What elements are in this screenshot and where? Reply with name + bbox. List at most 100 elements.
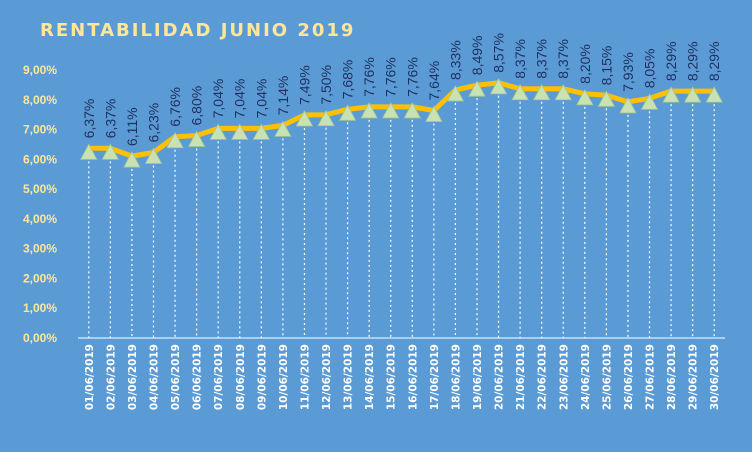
data-point-marker <box>576 88 594 106</box>
data-point-marker <box>425 105 443 122</box>
data-label: 7,14% <box>275 76 291 116</box>
data-point-marker <box>123 151 141 168</box>
data-point-marker <box>597 90 616 107</box>
x-tick-label: 29/06/2019 <box>688 344 700 410</box>
x-tick-label: 24/06/2019 <box>580 344 592 410</box>
data-point-marker <box>403 102 421 119</box>
data-point-marker <box>489 77 508 95</box>
x-tick-label: 08/06/2019 <box>235 344 247 410</box>
x-tick-label: 26/06/2019 <box>623 344 635 410</box>
data-label: 6,76% <box>167 87 183 127</box>
x-tick-label: 19/06/2019 <box>472 344 484 410</box>
drop-lines <box>88 90 715 338</box>
data-point-marker <box>101 143 120 160</box>
y-tick-label: 5,00% <box>23 182 57 196</box>
x-tick-label: 30/06/2019 <box>709 344 721 410</box>
data-label: 7,68% <box>340 60 356 100</box>
data-point-marker <box>468 80 486 97</box>
y-tick-label: 8,00% <box>23 93 57 107</box>
data-label: 8,29% <box>663 41 679 81</box>
data-label: 7,50% <box>318 65 334 105</box>
data-label: 7,76% <box>383 57 399 97</box>
y-tick-label: 9,00% <box>23 63 57 77</box>
y-tick-label: 7,00% <box>23 123 57 137</box>
data-point-marker <box>683 86 702 103</box>
data-label: 7,04% <box>253 79 269 119</box>
x-tick-label: 17/06/2019 <box>429 344 441 410</box>
data-point-marker <box>144 147 163 164</box>
data-labels: 6,37% 6,37% 6,11% 6,23% 6,76% 6,80% 7,04% 7,04%… <box>81 33 722 146</box>
x-tick-label: 16/06/2019 <box>407 344 419 410</box>
data-point-marker <box>360 102 378 119</box>
x-tick-label: 05/06/2019 <box>170 344 182 410</box>
data-label: 7,76% <box>361 57 377 97</box>
data-point-marker <box>533 83 551 101</box>
data-label: 7,76% <box>404 57 420 97</box>
x-tick-label: 03/06/2019 <box>127 344 139 410</box>
data-point-marker <box>252 123 270 140</box>
x-tick-label: 06/06/2019 <box>192 344 204 410</box>
data-point-marker <box>446 85 465 102</box>
x-tick-label: 13/06/2019 <box>343 344 355 410</box>
data-label: 8,37% <box>512 39 528 79</box>
data-point-marker <box>231 123 249 140</box>
x-tick-label: 25/06/2019 <box>601 344 613 410</box>
data-label: 7,64% <box>426 61 442 101</box>
x-tick-label: 15/06/2019 <box>386 344 398 410</box>
data-label: 8,15% <box>598 46 614 86</box>
x-tick-label: 21/06/2019 <box>515 344 527 410</box>
data-label: 7,04% <box>210 79 226 119</box>
x-tick-label: 10/06/2019 <box>278 344 290 410</box>
data-point-marker <box>209 123 227 140</box>
data-point-marker <box>317 109 335 127</box>
data-point-marker <box>511 83 529 101</box>
data-label: 8,20% <box>577 44 593 84</box>
data-label: 7,04% <box>232 79 248 119</box>
markers <box>80 77 723 168</box>
data-point-marker <box>662 86 680 103</box>
x-tick-label: 04/06/2019 <box>148 344 160 410</box>
data-point-marker <box>338 104 357 121</box>
data-point-marker <box>554 83 572 101</box>
data-point-marker <box>274 120 292 137</box>
series-line-group <box>88 80 715 159</box>
x-tick-label: 18/06/2019 <box>450 344 462 410</box>
data-label: 7,93% <box>620 52 636 92</box>
x-tick-label: 14/06/2019 <box>364 344 376 410</box>
y-tick-label: 4,00% <box>23 212 57 226</box>
data-label: 6,37% <box>102 99 118 139</box>
data-point-marker <box>382 102 400 119</box>
x-axis: 01/06/2019 02/06/2019 03/06/2019 04/06/2019… <box>78 337 725 410</box>
x-tick-label: 22/06/2019 <box>537 344 549 410</box>
x-tick-label: 28/06/2019 <box>666 344 678 410</box>
data-label: 8,05% <box>642 49 658 89</box>
data-label: 8,57% <box>491 33 507 73</box>
data-label: 8,29% <box>685 41 701 81</box>
data-point-marker <box>619 97 637 114</box>
data-label: 8,37% <box>555 39 571 79</box>
x-tick-label: 20/06/2019 <box>494 344 506 410</box>
data-label: 6,37% <box>81 99 97 139</box>
data-point-marker <box>705 86 723 103</box>
data-label: 8,33% <box>447 40 463 80</box>
data-label: 6,11% <box>124 107 140 146</box>
x-tick-label: 09/06/2019 <box>256 344 268 410</box>
y-tick-label: 1,00% <box>23 301 57 315</box>
x-tick-label: 27/06/2019 <box>645 344 657 410</box>
series-line <box>88 80 715 159</box>
data-point-marker <box>187 130 206 147</box>
data-point-marker <box>166 131 184 149</box>
data-label: 8,37% <box>534 39 550 79</box>
data-label: 6,80% <box>189 86 205 126</box>
y-tick-label: 0,00% <box>23 331 57 345</box>
data-point-marker <box>640 93 659 110</box>
y-tick-label: 2,00% <box>23 271 57 285</box>
data-label: 6,23% <box>145 103 161 143</box>
y-tick-label: 3,00% <box>23 242 57 256</box>
data-label: 8,49% <box>469 35 485 75</box>
x-tick-label: 01/06/2019 <box>84 344 96 410</box>
x-tick-label: 07/06/2019 <box>213 344 225 410</box>
chart-title: RENTABILIDAD JUNIO 2019 <box>40 20 356 41</box>
